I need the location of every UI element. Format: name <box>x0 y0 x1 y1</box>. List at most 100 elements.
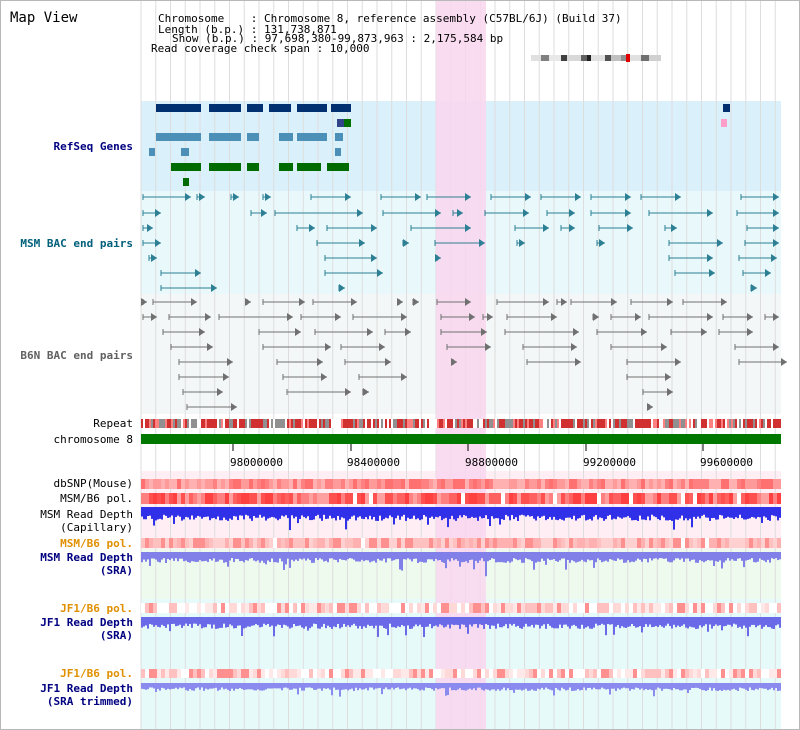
dbsnp-mark <box>501 479 505 489</box>
msm-pol2-mark <box>537 538 541 548</box>
msm-sra-depth-bar <box>463 552 465 563</box>
dbsnp-mark <box>277 479 281 489</box>
jf1-pol-mark <box>345 603 349 613</box>
msm-cap-depth-bar <box>559 507 561 519</box>
msm-pol2-mark <box>769 538 773 548</box>
repeat-mark <box>219 419 221 428</box>
msm-cap-depth-bar <box>213 507 215 518</box>
msm-cap-depth-bar <box>551 507 553 520</box>
track-label-msm-bac[interactable]: MSM BAC end pairs <box>20 237 133 250</box>
repeat-mark <box>359 419 361 428</box>
msm-bac-pair <box>625 209 631 217</box>
jf1-trim-depth-bar <box>349 683 351 690</box>
jf1-trim-depth-bar <box>667 683 669 689</box>
jf1-sra-depth-bar <box>201 617 203 629</box>
jf1-trim-depth-bar <box>713 683 715 689</box>
jf1-trim-depth-bar <box>219 683 221 690</box>
b6n-bac-pair <box>299 298 305 306</box>
dbsnp-mark <box>285 479 289 489</box>
chromosome-ideogram[interactable] <box>531 54 661 62</box>
repeat-mark <box>281 419 283 428</box>
dbsnp-mark <box>441 479 445 489</box>
msm-pol2-mark <box>169 538 173 548</box>
jf1-sra-depth-bar <box>461 617 463 625</box>
msm-cap-depth-bar <box>397 507 399 516</box>
msm-pol-mark <box>377 493 381 504</box>
jf1-pol2-mark <box>273 669 277 678</box>
msm-cap-depth-bar <box>199 507 201 517</box>
msm-pol2-mark <box>329 538 333 548</box>
jf1-trim-depth-bar <box>217 683 219 691</box>
jf1-trim-depth-bar <box>149 683 151 688</box>
msm-pol2-mark <box>437 538 441 548</box>
repeat-mark <box>223 419 225 428</box>
jf1-pol2-mark <box>405 669 409 678</box>
msm-pol2-mark <box>241 538 245 548</box>
b6n-bac-pair <box>665 373 671 381</box>
jf1-pol-mark <box>521 603 525 613</box>
dbsnp-mark <box>241 479 245 489</box>
ideogram-band <box>629 55 641 61</box>
msm-pol-mark <box>513 493 517 504</box>
dbsnp-mark <box>505 479 509 489</box>
jf1-sra-depth-bar <box>457 617 459 625</box>
repeat-mark <box>691 419 693 428</box>
msm-pol2-mark <box>569 538 573 548</box>
repeat-mark <box>265 419 267 428</box>
msm-cap-depth-bar <box>501 507 503 520</box>
track-label-b6n-bac[interactable]: B6N BAC end pairs <box>20 349 133 362</box>
msm-pol2-mark <box>457 538 461 548</box>
chromosome-bar[interactable] <box>141 434 781 444</box>
msm-sra-depth-bar <box>297 552 299 561</box>
msm-cap-depth-bar <box>547 507 549 519</box>
msm-sra-depth-bar <box>679 552 681 560</box>
msm-cap-depth-bar <box>281 507 283 516</box>
msm-cap-depth-bar <box>613 507 615 519</box>
repeat-mark <box>725 419 727 428</box>
dbsnp-mark <box>253 479 257 489</box>
track-label-refseq[interactable]: RefSeq Genes <box>53 140 133 153</box>
gene-block <box>247 133 259 141</box>
msm-cap-depth-bar <box>279 507 281 519</box>
msm-sra-depth-bar <box>533 552 535 570</box>
repeat-mark <box>369 419 371 428</box>
msm-pol2-mark <box>225 538 229 548</box>
msm-pol-mark <box>165 493 169 504</box>
b6n-bac-pair <box>321 373 327 381</box>
jf1-sra-depth-bar <box>631 617 633 625</box>
jf1-trim-depth-bar <box>575 683 577 691</box>
msm-pol2-mark <box>301 538 305 548</box>
msm-cap-depth-bar <box>241 507 243 516</box>
msm-cap-depth-bar <box>595 507 597 516</box>
jf1-trim-depth-bar <box>181 683 183 689</box>
jf1-pol2-mark <box>709 669 713 678</box>
jf1-trim-depth-bar <box>709 683 711 688</box>
jf1-sra-depth-bar <box>641 617 643 633</box>
jf1-sra-depth-bar <box>445 617 447 627</box>
track-label-jf1-depth-trim-sub: (SRA trimmed) <box>46 695 133 708</box>
track-label-jf1-b6-pol-1: JF1/B6 pol. <box>60 602 133 615</box>
jf1-pol2-mark <box>665 669 669 678</box>
repeat-mark <box>283 419 285 428</box>
msm-cap-depth-bar <box>721 507 723 516</box>
msm-pol2-mark <box>501 538 505 548</box>
jf1-sra-depth-bar <box>185 617 187 624</box>
jf1-sra-depth-bar <box>741 617 743 629</box>
jf1-sra-depth-bar <box>655 617 657 627</box>
msm-cap-depth-bar <box>449 507 451 520</box>
msm-pol2-mark <box>541 538 545 548</box>
repeat-mark <box>209 419 211 428</box>
jf1-trim-depth-bar <box>501 683 503 690</box>
jf1-trim-depth-bar <box>671 683 673 691</box>
repeat-mark <box>429 419 431 428</box>
msm-cap-depth-bar <box>489 507 491 527</box>
msm-sra-depth-bar <box>699 552 701 561</box>
msm-sra-depth-bar <box>585 552 587 563</box>
dbsnp-mark <box>445 479 449 489</box>
repeat-mark <box>547 419 549 428</box>
jf1-pol-mark <box>649 603 653 613</box>
msm-sra-depth-bar <box>389 552 391 559</box>
repeat-mark <box>637 419 639 428</box>
msm-pol2-mark <box>513 538 517 548</box>
